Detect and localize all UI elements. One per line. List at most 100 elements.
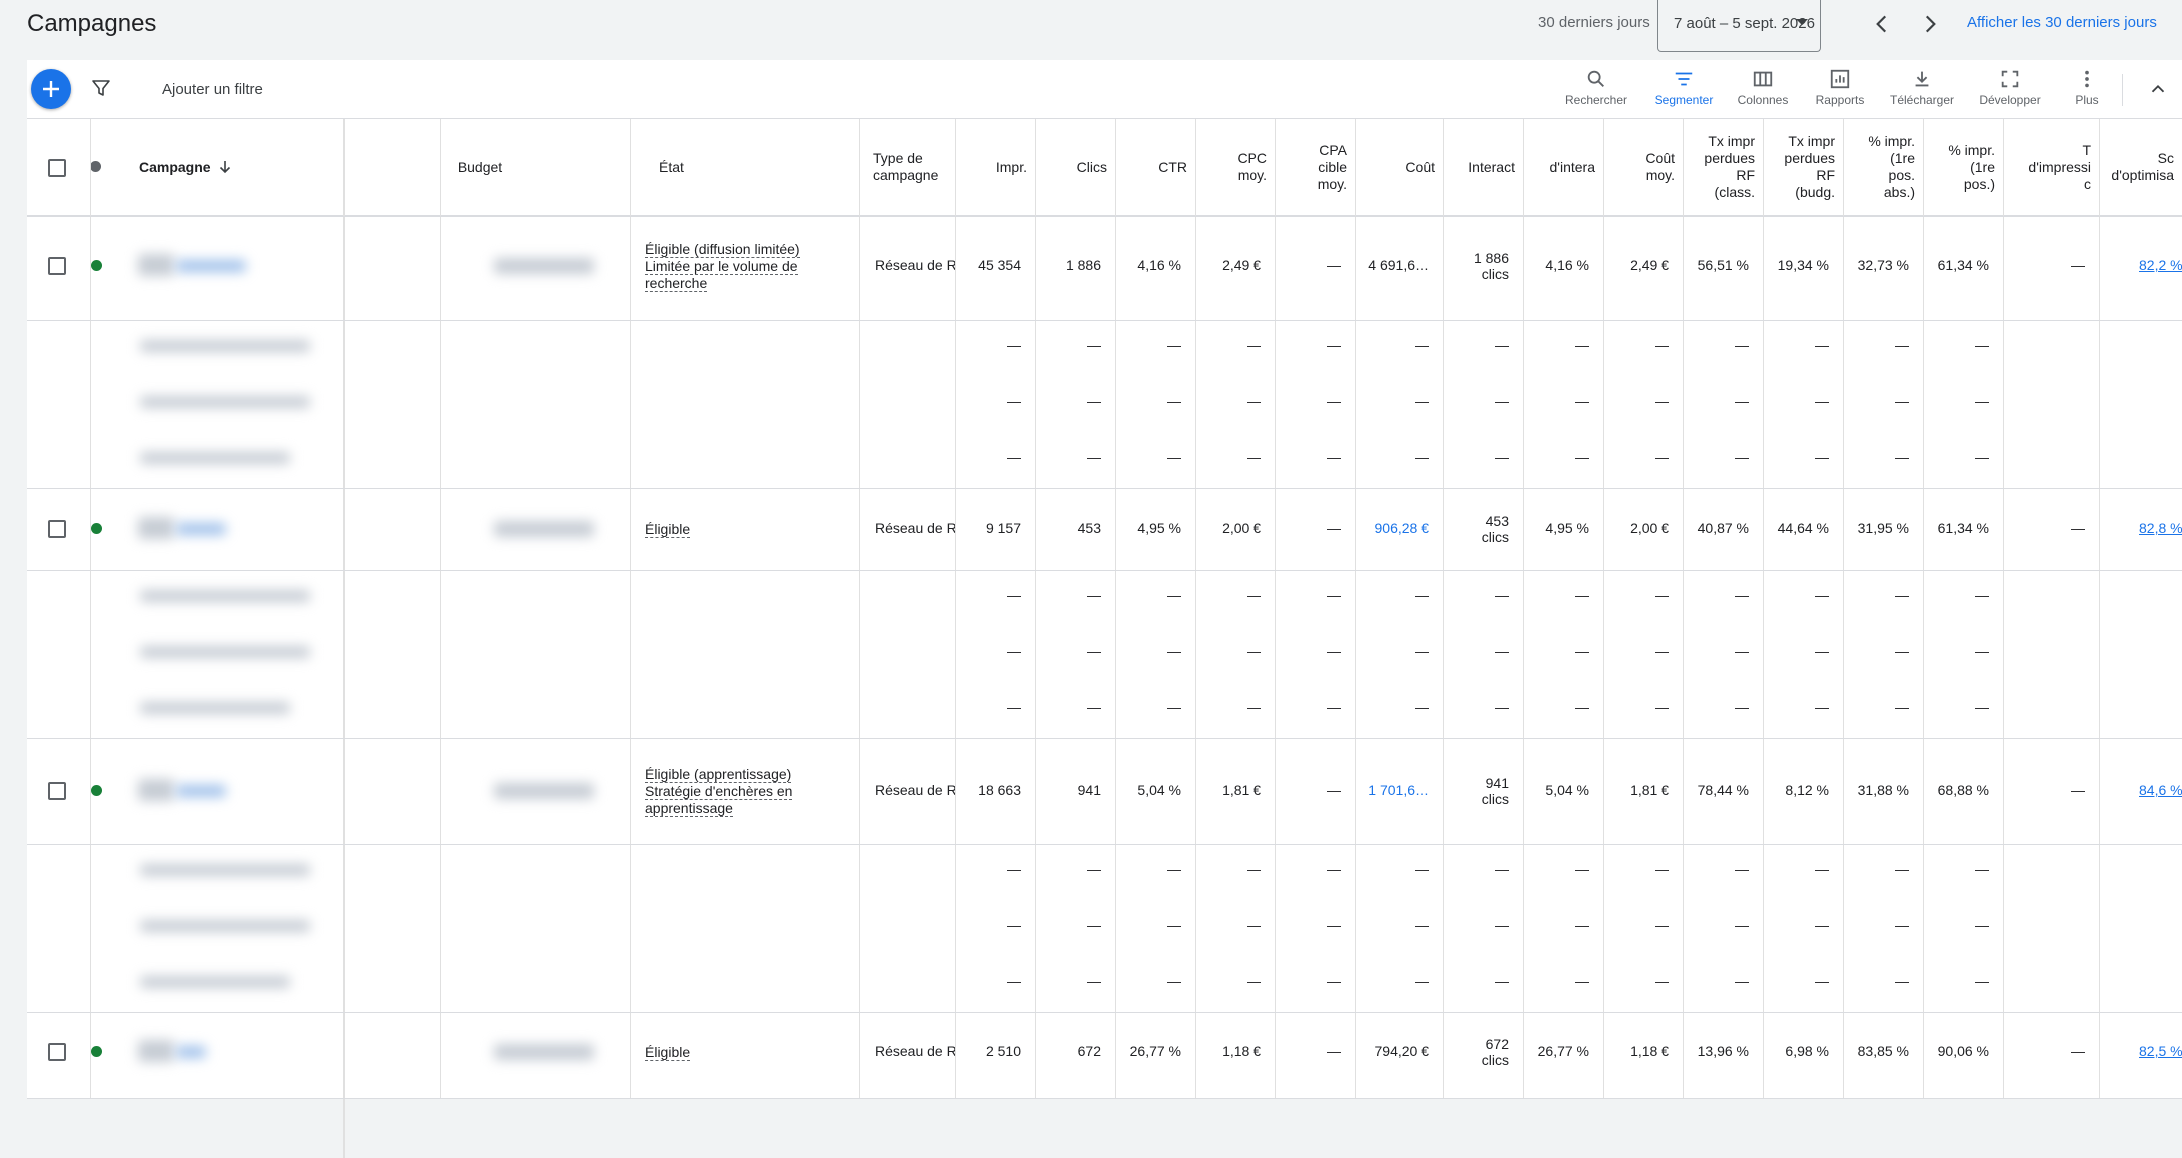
segment-cell-clicks: — (1087, 973, 1101, 989)
column-header-budget[interactable]: Budget (457, 158, 503, 175)
segment-cell-lost-rank: — (1735, 861, 1749, 877)
status-line: Éligible (645, 520, 691, 538)
column-header-cost[interactable]: Coût (1355, 119, 1443, 215)
segment-cell-interaction-rate: — (1575, 587, 1589, 603)
cell-clicks: 1 886 (1065, 257, 1101, 273)
cell-cost[interactable]: 906,28 € (1374, 520, 1430, 536)
column-header-avg-cost[interactable]: Coût moy. (1603, 119, 1683, 215)
reports-icon (1830, 69, 1850, 89)
segment-cell-avg-cost: — (1655, 699, 1669, 715)
campaign-status[interactable]: Éligible (645, 1043, 691, 1061)
segment-cell-lost-rank: — (1735, 449, 1749, 465)
columns-icon (1753, 71, 1773, 87)
segment-cell-interactions: — (1495, 337, 1509, 353)
cell-cost[interactable]: 1 701,6… (1368, 782, 1429, 798)
cell-interactions: 941 clics (1481, 775, 1509, 807)
column-header-interaction-rate[interactable]: d'intera (1523, 119, 1603, 215)
tool-segment[interactable]: Segmenter (1647, 68, 1721, 107)
cell-avg-cost: 2,49 € (1630, 257, 1669, 273)
cell-lost-budget: 8,12 % (1785, 782, 1829, 798)
redacted-text (140, 646, 310, 658)
segment-cell-cost: — (1415, 393, 1429, 409)
column-header-type[interactable]: Type de campagne (859, 119, 955, 215)
segment-cell-cpa: — (1327, 699, 1341, 715)
segment-cell-lost-budget: — (1815, 449, 1829, 465)
cell-lost-rank: 13,96 % (1697, 1043, 1749, 1059)
column-header-interactions[interactable]: Interact (1443, 119, 1523, 215)
segment-cell-interaction-rate: — (1575, 643, 1589, 659)
column-divider (1923, 119, 1924, 1098)
cell-impr: 2 510 (985, 1043, 1021, 1059)
next-period-button[interactable] (1917, 11, 1943, 37)
enabled-status-dot (91, 523, 102, 534)
column-header-campaign[interactable]: Campagne (139, 119, 289, 215)
column-header-lost-rank[interactable]: Tx impr perdues RF (class. (1683, 119, 1763, 215)
chevron-right-icon (1925, 15, 1936, 33)
select-all-checkbox[interactable] (48, 159, 66, 177)
tool-download[interactable]: Télécharger (1885, 68, 1959, 107)
column-header-cpa[interactable]: CPA cible moy. (1275, 119, 1355, 215)
cell-opt-score[interactable]: 82,8 % (2139, 520, 2182, 536)
filter-icon[interactable] (91, 78, 111, 103)
segment-cell-lost-rank: — (1735, 587, 1749, 603)
collapse-button[interactable] (2147, 78, 2169, 105)
campaign-status[interactable]: Éligible (645, 520, 691, 538)
campaign-status[interactable]: Éligible (diffusion limitée) Limitée par … (645, 240, 800, 292)
tool-columns[interactable]: Colonnes (1730, 68, 1796, 107)
segment-cell-cpc: — (1247, 587, 1261, 603)
segment-cell-cpa: — (1327, 449, 1341, 465)
column-header-top[interactable]: % impr. (1re pos.) (1923, 119, 2003, 215)
cell-cpc: 2,49 € (1222, 257, 1261, 273)
row-checkbox[interactable] (48, 257, 66, 275)
date-range-picker[interactable]: 7 août – 5 sept. 2026 (1657, 0, 1821, 52)
add-filter-button[interactable]: Ajouter un filtre (162, 81, 263, 98)
column-header-cpc[interactable]: CPC moy. (1195, 119, 1275, 215)
column-header-label: Coût (1405, 158, 1435, 175)
cell-interactions: 1 886 clics (1473, 250, 1509, 282)
campaign-status[interactable]: Éligible (apprentissage) Stratégie d'ench… (645, 765, 793, 817)
segment-cell-impr: — (1007, 587, 1021, 603)
column-header-label: Interact (1468, 158, 1515, 175)
previous-period-button[interactable] (1869, 11, 1895, 37)
segment-cell-clicks: — (1087, 449, 1101, 465)
tool-reports[interactable]: Rapports (1807, 68, 1873, 107)
show-last-30-days-link[interactable]: Afficher les 30 derniers jours (1967, 14, 2157, 31)
row-checkbox[interactable] (48, 782, 66, 800)
column-header-impr[interactable]: Impr. (955, 119, 1035, 215)
column-header-opt-score[interactable]: Sc d'optimisa (2099, 119, 2182, 215)
column-divider (2099, 119, 2100, 1098)
tool-search[interactable]: Rechercher (1557, 68, 1635, 107)
cell-opt-score[interactable]: 84,6 % (2139, 782, 2182, 798)
segment-cell-interaction-rate: — (1575, 861, 1589, 877)
segment-cell-avg-cost: — (1655, 449, 1669, 465)
redacted-text (140, 590, 310, 602)
segment-cell-abs-top: — (1895, 449, 1909, 465)
column-header-ctr[interactable]: CTR (1115, 119, 1195, 215)
segment-cell-avg-cost: — (1655, 337, 1669, 353)
segment-cell-impr: — (1007, 643, 1021, 659)
column-header-abs-top[interactable]: % impr. (1re pos. abs.) (1843, 119, 1923, 215)
column-header-lost-budget[interactable]: Tx impr perdues RF (budg. (1763, 119, 1843, 215)
segment-cell-lost-rank: — (1735, 337, 1749, 353)
row-checkbox[interactable] (48, 520, 66, 538)
cell-opt-score[interactable]: 82,2 % (2139, 257, 2182, 273)
plus-icon (43, 81, 59, 97)
segment-cell-cpc: — (1247, 861, 1261, 877)
column-header-status[interactable]: État (659, 158, 684, 175)
column-header-clicks[interactable]: Clics (1035, 119, 1115, 215)
status-line: Stratégie d'enchères en (645, 782, 793, 800)
column-divider (859, 119, 860, 1098)
tool-expand[interactable]: Développer (1972, 68, 2048, 107)
segment-cell-ctr: — (1167, 587, 1181, 603)
tool-more[interactable]: Plus (2062, 68, 2112, 107)
cell-top: 61,34 % (1937, 257, 1989, 273)
cell-type: Réseau de Re (875, 782, 955, 798)
cell-opt-score[interactable]: 82,5 % (2139, 1043, 2182, 1059)
cell-interaction-rate: 5,04 % (1545, 782, 1589, 798)
column-header-label: Type de campagne (873, 150, 939, 183)
segment-cell-ctr: — (1167, 449, 1181, 465)
column-header-imp-share[interactable]: T d'impressi c (2003, 119, 2099, 215)
row-checkbox[interactable] (48, 1043, 66, 1061)
add-campaign-button[interactable] (31, 69, 71, 109)
segment-cell-clicks: — (1087, 393, 1101, 409)
